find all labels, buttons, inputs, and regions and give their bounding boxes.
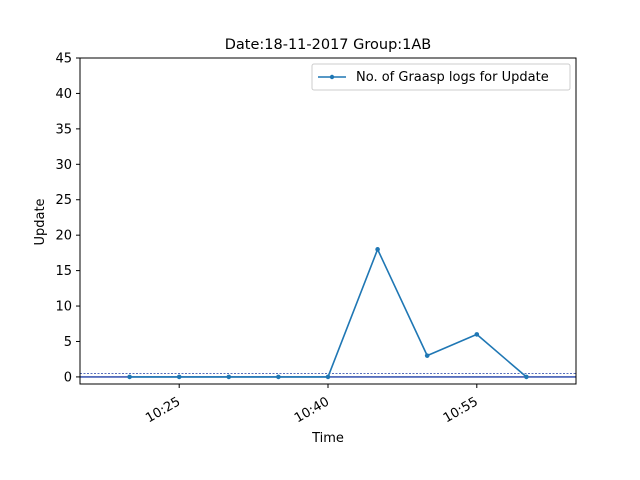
legend-label: No. of Graasp logs for Update xyxy=(356,70,549,85)
data-point xyxy=(176,374,182,380)
y-tick-label: 35 xyxy=(55,122,72,137)
legend-marker xyxy=(329,74,335,80)
legend-box xyxy=(311,63,571,91)
plot-area xyxy=(80,247,576,380)
data-point xyxy=(325,374,331,380)
chart-title: Date:18-11-2017 Group:1AB xyxy=(225,37,432,53)
x-tick-label: 10:40 xyxy=(292,394,332,426)
data-point xyxy=(524,374,529,380)
y-tick-label: 10 xyxy=(55,300,72,315)
y-tick-label: 45 xyxy=(55,52,72,67)
data-point xyxy=(375,247,380,252)
y-tick-label: 15 xyxy=(55,264,72,279)
data-point xyxy=(226,374,232,380)
y-tick-label: 0 xyxy=(64,370,72,385)
y-tick-label: 40 xyxy=(55,87,72,102)
x-tick-label: 10:25 xyxy=(143,394,183,426)
data-point xyxy=(276,374,281,380)
x-axis-label: Time xyxy=(311,431,344,446)
data-point xyxy=(127,374,132,380)
legend: No. of Graasp logs for Update xyxy=(311,63,571,91)
y-tick-label: 5 xyxy=(64,335,72,350)
data-point xyxy=(474,332,480,337)
series-line xyxy=(129,248,527,378)
x-tick-label: 10:55 xyxy=(441,394,481,426)
data-point xyxy=(424,353,430,358)
y-tick-label: 30 xyxy=(55,158,72,173)
y-axis-label: Update xyxy=(33,198,48,245)
axes-frame xyxy=(79,57,577,385)
y-tick-label: 25 xyxy=(55,193,72,208)
y-axis: 0 5 10 15 20 25 30 35 40 45 xyxy=(55,52,80,385)
x-axis: 10:25 10:40 10:55 xyxy=(143,384,481,426)
y-tick-label: 20 xyxy=(55,229,72,244)
